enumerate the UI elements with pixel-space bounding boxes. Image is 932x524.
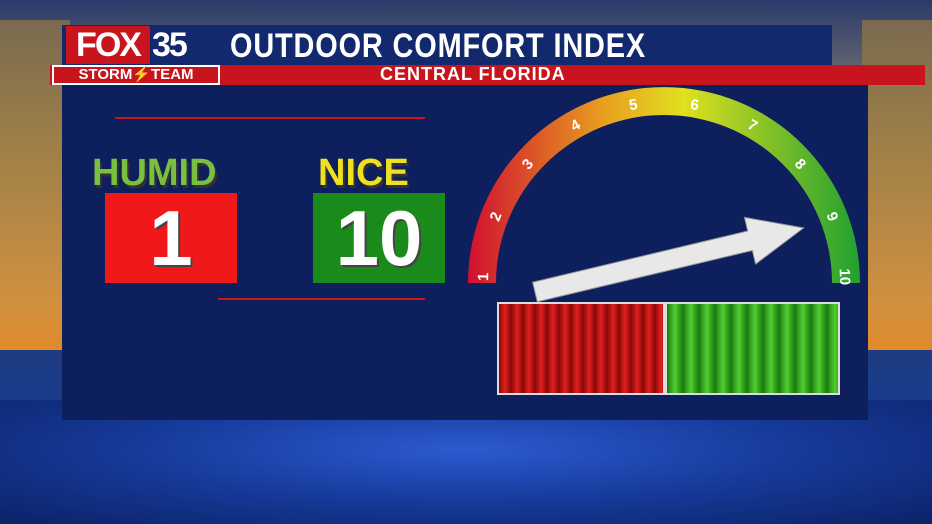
region-subtitle: CENTRAL FLORIDA	[380, 64, 566, 84]
storm-team-logo: STORM⚡TEAM	[52, 65, 220, 85]
nice-label: NICE	[318, 152, 409, 194]
nice-score: 10	[313, 193, 445, 283]
divider-bottom	[218, 298, 425, 300]
gauge-tick-label: 1	[475, 272, 492, 281]
gauge-arc	[468, 87, 860, 284]
page-title: OUTDOOR COMFORT INDEX	[230, 27, 647, 65]
gauge-tick-label: 10	[836, 268, 854, 285]
subtitle-bar	[50, 65, 925, 85]
channel-number: 35	[152, 26, 188, 64]
humid-bar	[497, 302, 665, 395]
title-bar	[62, 25, 832, 65]
divider-top	[115, 117, 425, 119]
gauge-tick-label: 6	[689, 96, 700, 114]
fox-logo: FOX	[66, 26, 150, 64]
nice-bar	[665, 302, 840, 395]
gauge-pointer-arrow	[532, 216, 805, 303]
humid-score: 1	[105, 193, 237, 283]
gauge-tick-label: 5	[628, 96, 639, 114]
humid-label: HUMID	[92, 152, 217, 194]
stage-floor	[0, 400, 932, 524]
